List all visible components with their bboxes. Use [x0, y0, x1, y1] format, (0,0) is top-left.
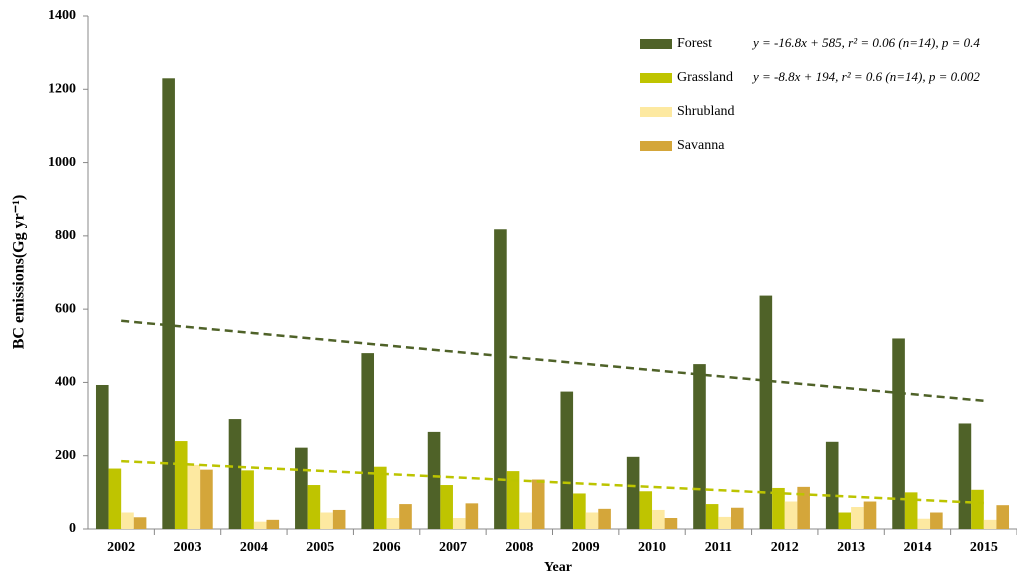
bar: [228, 419, 242, 529]
y-tick-label: 0: [69, 521, 76, 536]
x-tick-label: 2011: [705, 540, 732, 555]
bar: [374, 466, 387, 529]
x-tick-label: 2002: [107, 540, 135, 555]
bar: [585, 512, 599, 529]
bar: [573, 493, 586, 529]
bar: [971, 489, 984, 529]
x-tick-label: 2014: [903, 540, 931, 555]
trend-equation: y = -16.8x + 585, r² = 0.06 (n=14), p = …: [751, 35, 980, 50]
x-axis-label: Year: [544, 560, 572, 575]
legend-label: Shrubland: [677, 104, 735, 119]
bar: [440, 485, 453, 529]
trend-line: [121, 319, 984, 403]
bar: [996, 505, 1010, 529]
y-tick-label: 1000: [48, 155, 76, 170]
bar: [452, 518, 466, 529]
bar: [361, 353, 375, 529]
bar: [917, 518, 931, 529]
bar: [652, 509, 665, 529]
legend-label: Grassland: [677, 70, 733, 85]
bar: [772, 487, 785, 529]
bar: [187, 464, 201, 529]
x-tick-label: 2009: [572, 540, 600, 555]
bar: [958, 423, 972, 529]
bar: [241, 470, 254, 529]
bar: [851, 507, 864, 529]
bar: [133, 517, 147, 529]
bar: [983, 519, 997, 529]
bar: [108, 468, 122, 529]
bar: [253, 521, 267, 529]
x-tick-label: 2007: [439, 540, 467, 555]
bar: [266, 519, 280, 529]
bar: [519, 512, 532, 529]
bar: [95, 384, 109, 529]
bar: [863, 501, 877, 529]
y-tick-label: 400: [55, 375, 76, 390]
legend-label: Forest: [677, 36, 712, 51]
bar: [121, 512, 134, 529]
bar: [320, 512, 333, 529]
x-tick-label: 2008: [505, 540, 533, 555]
y-tick-label: 1400: [48, 8, 76, 23]
bar: [200, 469, 213, 529]
x-tick-label: 2005: [306, 540, 334, 555]
bar: [892, 338, 905, 529]
bar: [730, 507, 744, 529]
bar: [307, 485, 321, 529]
bar: [332, 509, 346, 529]
bar: [639, 491, 653, 529]
bar: [718, 516, 731, 529]
bar: [162, 78, 175, 530]
y-tick-label: 600: [55, 301, 76, 316]
legend-label: Savanna: [677, 138, 725, 153]
x-tick-label: 2003: [174, 540, 202, 555]
bar: [838, 512, 852, 529]
bar: [465, 503, 479, 529]
bar: [693, 364, 706, 529]
bar: [506, 471, 520, 529]
y-tick-label: 1200: [48, 82, 76, 97]
bar: [664, 518, 678, 529]
bar: [705, 504, 719, 529]
legend-swatch: [640, 39, 672, 49]
bar: [759, 295, 773, 529]
legend-swatch: [640, 141, 672, 151]
trend-equation: y = -8.8x + 194, r² = 0.6 (n=14), p = 0.…: [751, 69, 980, 84]
bar: [295, 447, 308, 529]
trend-line: [121, 459, 984, 505]
y-tick-label: 800: [55, 228, 76, 243]
legend-swatch: [640, 73, 672, 83]
bar: [560, 391, 574, 529]
y-tick-label: 200: [55, 448, 76, 463]
bar: [904, 492, 918, 529]
bar: [784, 501, 798, 529]
x-tick-label: 2004: [240, 540, 268, 555]
bar: [531, 479, 545, 529]
y-axis-label: BC emissions(Gg yr⁻¹): [11, 195, 28, 350]
bar: [427, 431, 441, 529]
bar: [626, 456, 640, 529]
bar: [494, 229, 507, 530]
bar: [930, 512, 943, 529]
bar: [399, 504, 412, 529]
x-tick-label: 2006: [373, 540, 401, 555]
x-tick-label: 2015: [970, 540, 998, 555]
bar: [386, 518, 400, 529]
x-tick-label: 2012: [771, 540, 799, 555]
bar: [174, 441, 188, 529]
bar: [797, 486, 810, 529]
legend-swatch: [640, 107, 672, 117]
bar: [825, 441, 839, 529]
x-tick-label: 2010: [638, 540, 666, 555]
x-tick-label: 2013: [837, 540, 865, 555]
bar: [598, 508, 611, 529]
